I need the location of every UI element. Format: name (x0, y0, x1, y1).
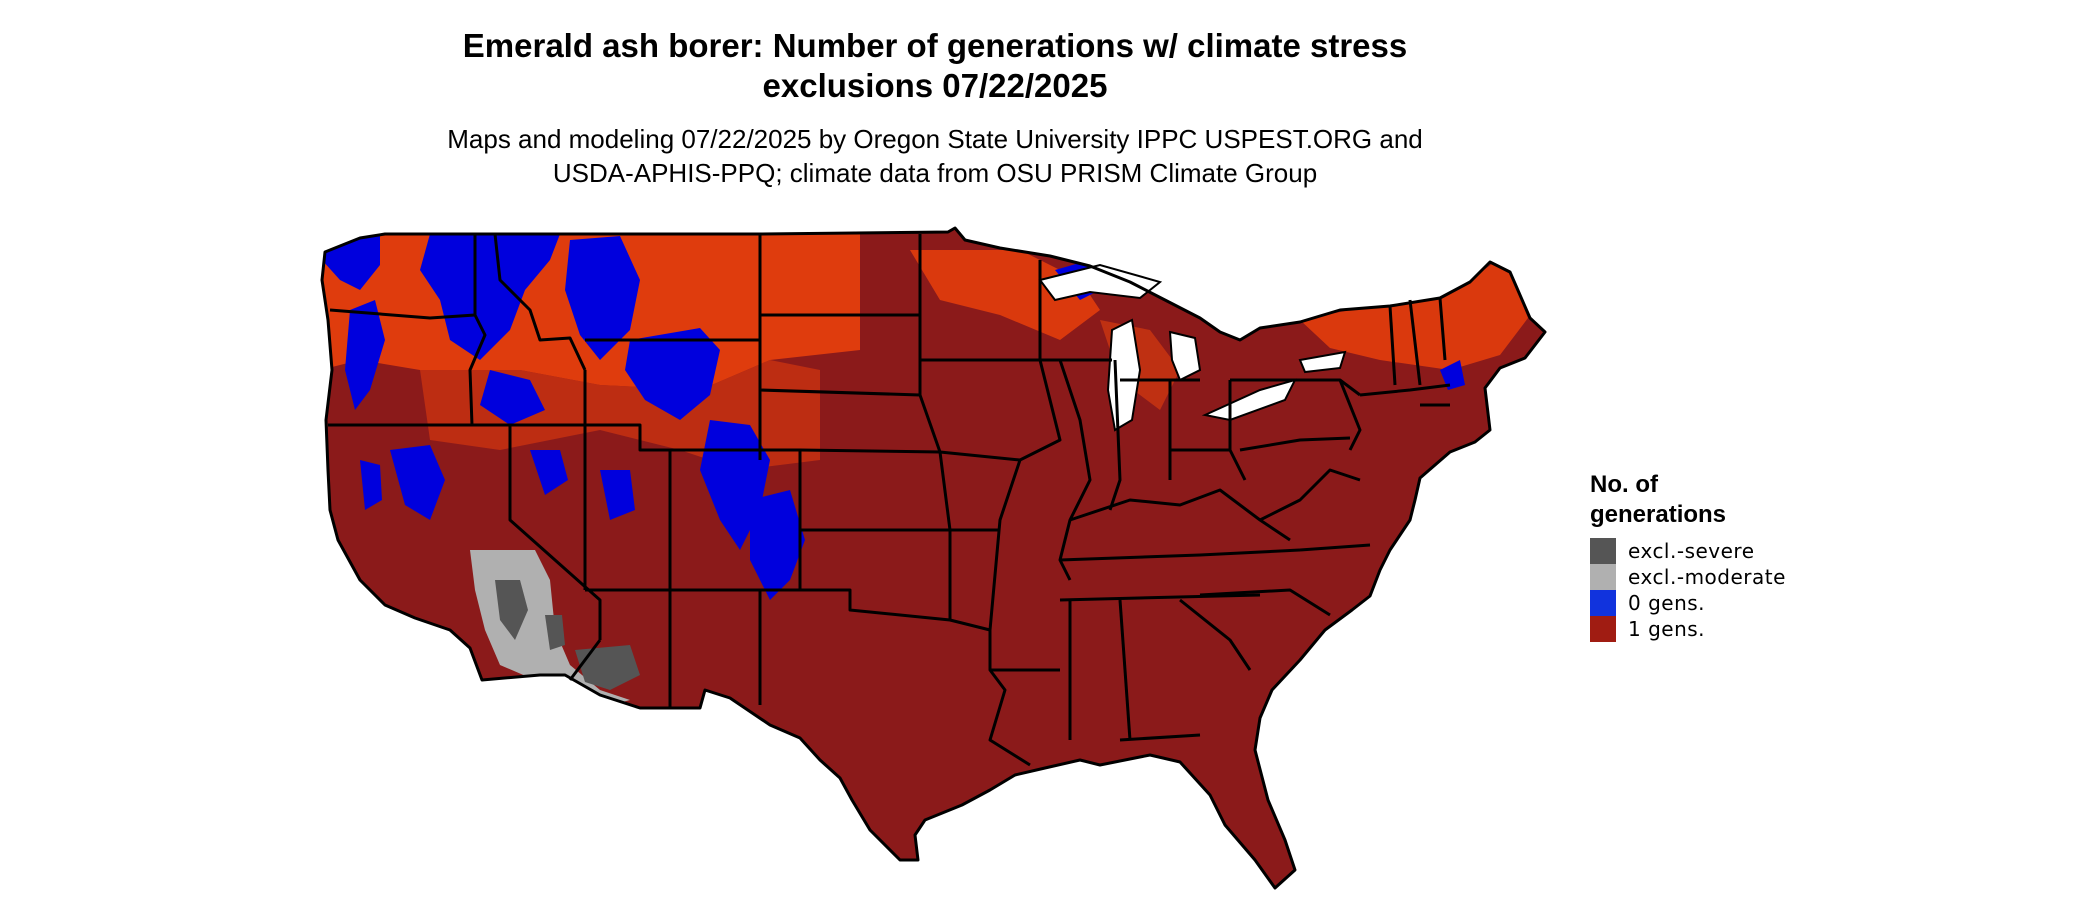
zero-gen-sierra (390, 445, 445, 520)
border-ca-az (568, 639, 602, 681)
us-generations-map (320, 226, 1547, 890)
border-ok-tx (798, 530, 991, 632)
border-va-nc (1299, 543, 1371, 552)
map-title-line-2: exclusions 07/22/2025 (762, 67, 1108, 104)
lake-superior (1038, 263, 1163, 302)
zero-gen-n-rockies (420, 234, 560, 360)
lake-erie (1201, 378, 1297, 422)
lake-ontario (1298, 350, 1347, 374)
map-subtitle-line-2: USDA-APHIS-PPQ; climate data from OSU PR… (552, 158, 1318, 188)
border-mississippi-west (988, 260, 1062, 631)
border-nc-sc (1199, 588, 1331, 617)
legend-swatch (1590, 564, 1616, 590)
great-lakes (1038, 263, 1347, 432)
zero-gen-uinta (600, 470, 635, 520)
excl-severe-colorado-river (545, 615, 565, 650)
zero-gen-maine-coast (1440, 360, 1465, 390)
zero-gen-yellowstone (625, 328, 720, 420)
legend-title-line-1: No. of (1590, 471, 1658, 498)
border-sd-ne (759, 388, 921, 397)
border-il-in (1108, 359, 1122, 511)
map-subtitle-line-1: Maps and modeling 07/22/2025 by Oregon S… (447, 124, 1423, 154)
zero-gen-montana-west (565, 236, 640, 360)
legend-label: excl.-moderate (1628, 565, 1786, 589)
border-il-east-mississippi (1058, 359, 1092, 581)
border-nj (1338, 379, 1362, 451)
border-ny-ma (1359, 383, 1451, 397)
border-ny-vt (1388, 305, 1397, 386)
legend-label: excl.-severe (1628, 539, 1755, 563)
border-ky-north (1069, 488, 1291, 542)
excl-severe-sonoran (575, 645, 640, 690)
border-id-mt (493, 233, 587, 371)
border-fl-north (1119, 733, 1201, 742)
legend: No. of generations excl.-severe excl.-mod… (1590, 470, 1850, 642)
one-gen-light-northeast (1300, 264, 1528, 370)
legend-swatch (1590, 538, 1616, 564)
border-co-east (760, 448, 802, 592)
map-title-line-1: Emerald ash borer: Number of generations… (462, 27, 1408, 64)
legend-label: 0 gens. (1628, 591, 1706, 615)
one-gen-light-upper-midwest (910, 250, 1100, 340)
legend-item: 0 gens. (1590, 590, 1850, 616)
border-vt-nh (1408, 299, 1422, 386)
zero-gen-coast-range (360, 460, 382, 510)
border-pa-south (1239, 436, 1351, 452)
legend-title: No. of generations (1590, 470, 1850, 530)
border-ca-nv (508, 425, 602, 640)
lake-huron (1168, 330, 1202, 382)
border-ga-sc (1179, 598, 1252, 671)
state-borders (320, 226, 1547, 890)
zero-gen-idaho (480, 370, 545, 425)
legend-item: excl.-moderate (1590, 564, 1850, 590)
legend-swatch (1590, 590, 1616, 616)
excl-severe-mojave (495, 580, 528, 640)
border-ky-tn (1059, 548, 1301, 562)
legend-label: 1 gens. (1628, 617, 1706, 641)
zero-gen-great-basin (530, 450, 568, 495)
border-ne-ks (799, 448, 941, 454)
border-id-west (468, 234, 487, 426)
border-wa-or (329, 308, 476, 320)
legend-title-line-2: generations (1590, 501, 1727, 528)
zero-gen-cascades (345, 300, 385, 410)
border-al-ga (1118, 599, 1132, 741)
zero-gen-colorado-south (750, 490, 805, 600)
border-nh-me (1438, 297, 1447, 361)
border-ia-mo (939, 450, 1021, 462)
border-la-west (988, 630, 1031, 767)
border-va-wv (1259, 468, 1361, 522)
legend-swatch (1590, 616, 1616, 642)
legend-item: 1 gens. (1590, 616, 1850, 642)
border-wy-south (585, 423, 760, 452)
us-outline (320, 226, 1547, 890)
border-tn-south (1059, 593, 1261, 602)
legend-items: excl.-severe excl.-moderate 0 gens. 1 gens. (1590, 538, 1850, 642)
legend-item: excl.-severe (1590, 538, 1850, 564)
